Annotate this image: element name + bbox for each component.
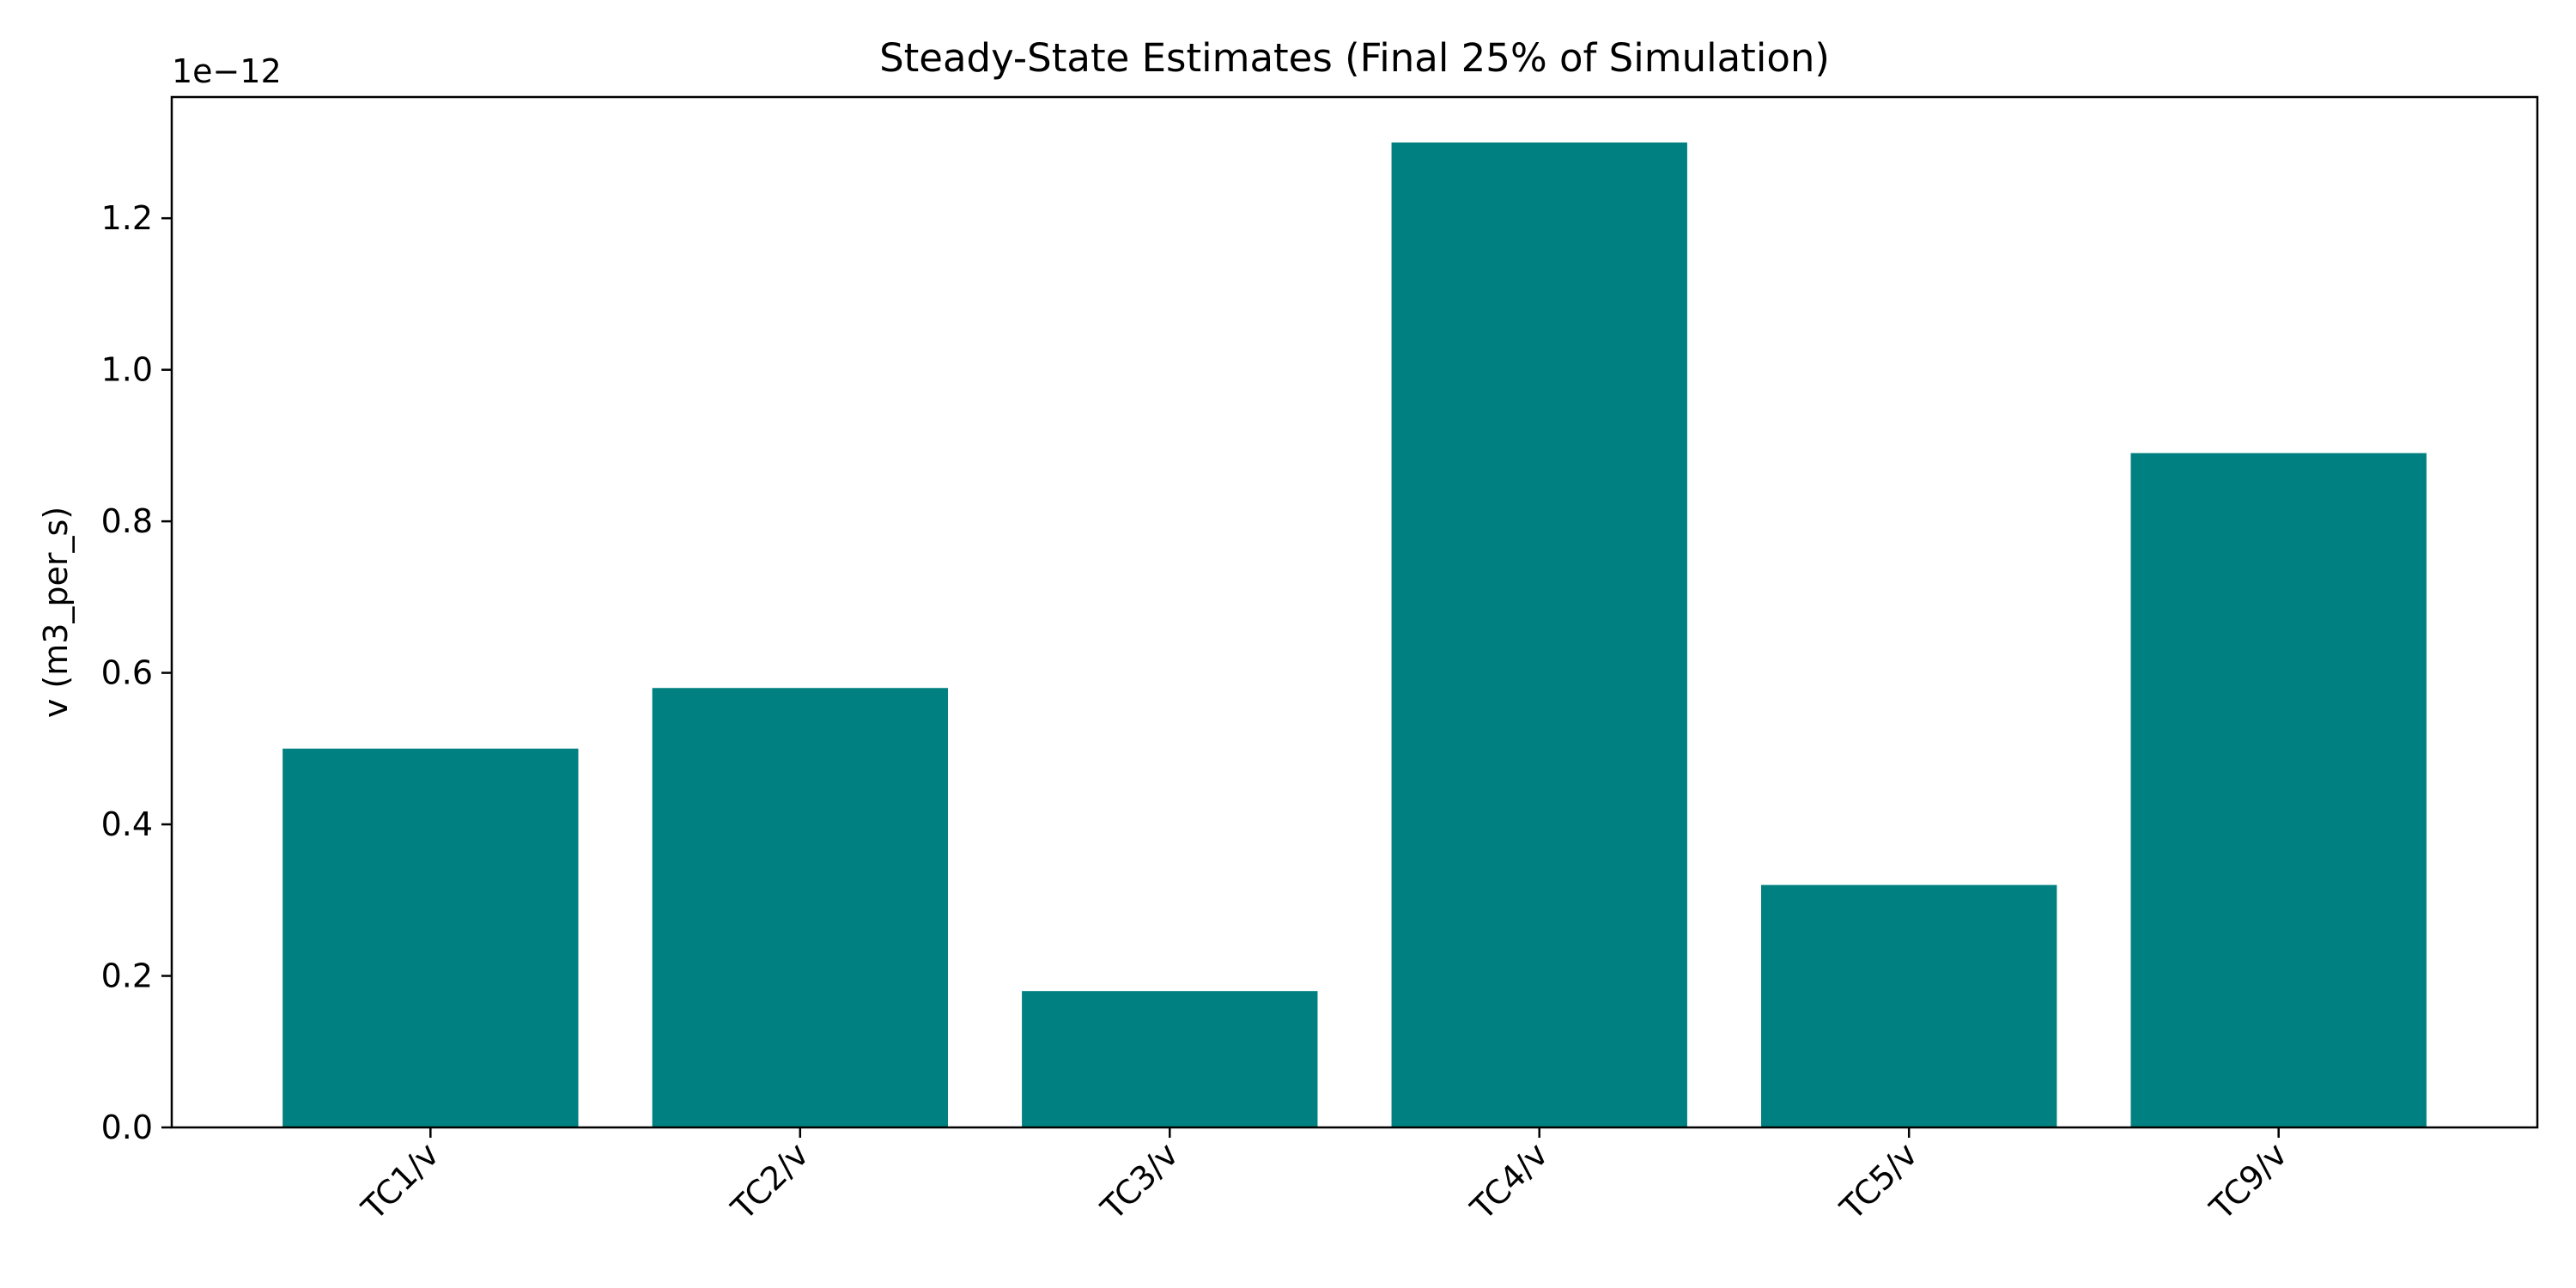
y-tick-label: 1.2 [101,199,153,237]
chart-title: Steady-State Estimates (Final 25% of Sim… [879,35,1830,81]
bar-tc9-v [2130,453,2427,1127]
y-tick-label: 0.6 [101,654,153,692]
y-tick-label: 0.2 [101,957,153,995]
y-axis-offset-label: 1e−12 [172,52,282,90]
bar-tc1-v [283,748,579,1127]
y-tick-label: 0.8 [101,502,153,540]
bar-tc2-v [652,688,948,1127]
bar-tc5-v [1761,884,2057,1127]
plot-area-frame [170,95,2539,1129]
bar-tc3-v [1022,991,1318,1127]
y-tick-label: 0.0 [101,1109,153,1146]
y-tick-label: 0.4 [101,805,153,843]
bars-layer [283,142,2427,1128]
bar-tc4-v [1391,142,1687,1128]
y-tick-label: 1.0 [101,351,153,389]
y-axis-label: v (m3_per_s) [37,507,75,718]
